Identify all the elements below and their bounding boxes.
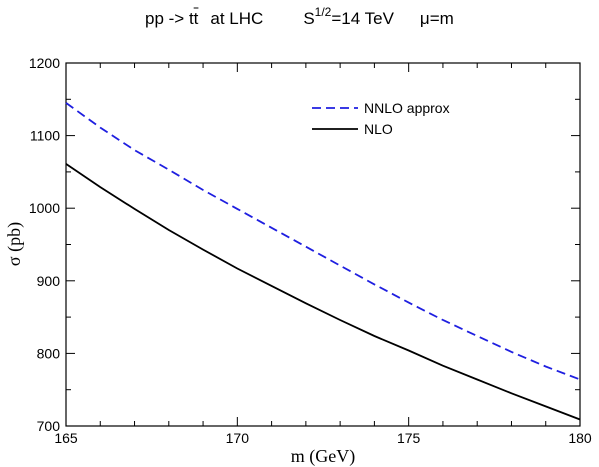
- series-line-nlo: [65, 163, 581, 421]
- y-tick-label: 900: [37, 273, 61, 289]
- legend-label: NLO: [364, 121, 393, 137]
- plot-frame: [65, 62, 581, 427]
- x-tick-label: 180: [568, 430, 592, 446]
- title-scale: μ=m: [420, 9, 454, 28]
- y-tick-label: 700: [37, 418, 61, 434]
- legend-label: NNLO approx: [364, 100, 450, 116]
- title-energy-exp: 1/2: [315, 5, 332, 19]
- title-process: pp -> t: [145, 9, 194, 28]
- x-axis-label: m (GeV): [291, 446, 355, 467]
- y-tick-label: 1100: [30, 128, 60, 144]
- y-tick-label: 1000: [29, 200, 60, 216]
- series-line-nnlo-approx: [65, 102, 581, 381]
- x-tick-label: 170: [226, 430, 250, 446]
- x-tick-label: 175: [397, 430, 421, 446]
- chart-title: pp -> tt at LHC S1/2=14 TeV μ=m: [145, 5, 454, 28]
- x-axis-ticks: 165 170 175 180: [54, 63, 592, 446]
- series-group: [65, 102, 581, 421]
- legend: NNLO approx NLO: [312, 100, 450, 137]
- x-tick-label: 165: [54, 430, 78, 446]
- title-tbar: t: [194, 9, 199, 28]
- y-tick-label: 1200: [29, 55, 60, 71]
- title-energy-base: S: [303, 9, 314, 28]
- y-tick-label: 800: [37, 345, 61, 361]
- title-energy-rest: =14 TeV: [331, 9, 394, 28]
- title-collider: at LHC: [210, 9, 263, 28]
- y-axis-label: σ (pb): [4, 222, 25, 266]
- y-axis-ticks: 700 800 900 1000 1100 1200: [29, 55, 580, 434]
